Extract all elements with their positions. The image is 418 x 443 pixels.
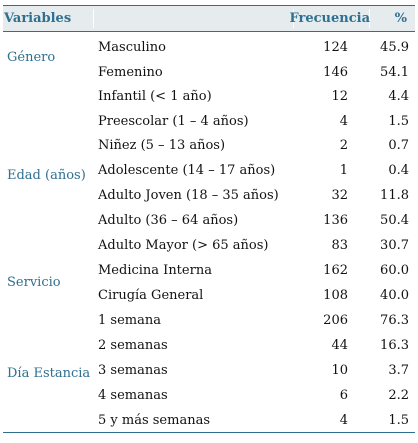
header-percent: % [394,11,407,26]
table-row: Masculino 124 45.9 [3,34,415,59]
header-separator [93,9,94,28]
table-row: Medicina Interna 162 60.0 [3,257,415,282]
row-percent: 0.7 [388,138,409,153]
table-row: Adulto Joven (18 – 35 años) 32 11.8 [3,182,415,207]
table-row: Adulto (36 – 64 años) 136 50.4 [3,207,415,232]
row-frecuencia: 4 [339,413,348,428]
table-body: Género Edad (años) Servicio Día Estancia… [3,32,415,433]
row-frecuencia: 2 [339,138,348,153]
row-label: 3 semanas [98,363,168,378]
row-percent: 4.4 [388,89,409,104]
row-frecuencia: 6 [339,388,348,403]
row-label: Cirugía General [98,288,204,303]
table-row: Cirugía General 108 40.0 [3,282,415,307]
row-frecuencia: 44 [331,338,348,353]
row-percent: 60.0 [380,263,409,278]
row-label: Adulto Joven (18 – 35 años) [98,188,279,203]
table-header: Variables Frecuencia % [3,5,415,32]
row-percent: 16.3 [380,338,409,353]
table-row: Adolescente (14 – 17 años) 1 0.4 [3,157,415,182]
row-frecuencia: 4 [339,114,348,129]
row-percent: 76.3 [380,313,409,328]
row-percent: 11.8 [380,188,409,203]
row-label: Femenino [98,65,163,80]
table-row: 5 y más semanas 4 1.5 [3,407,415,432]
row-percent: 45.9 [380,40,409,55]
row-label: Medicina Interna [98,263,212,278]
row-percent: 1.5 [388,413,409,428]
row-label: 4 semanas [98,388,168,403]
row-percent: 50.4 [380,213,409,228]
data-table: Variables Frecuencia % Género Edad (años… [3,5,415,433]
row-label: 5 y más semanas [98,413,210,428]
row-frecuencia: 12 [331,89,348,104]
header-frecuencia: Frecuencia [289,11,371,26]
table-row: Adulto Mayor (> 65 años) 83 30.7 [3,232,415,257]
row-percent: 1.5 [388,114,409,129]
table-row: 4 semanas 6 2.2 [3,382,415,407]
table-row: Preescolar (1 – 4 años) 4 1.5 [3,108,415,133]
row-frecuencia: 108 [323,288,348,303]
row-label: 1 semana [98,313,161,328]
row-frecuencia: 83 [331,238,348,253]
table-row: Infantil (< 1 año) 12 4.4 [3,83,415,108]
group-genero: Género [7,50,56,65]
row-label: 2 semanas [98,338,168,353]
group-edad: Edad (años) [7,168,86,183]
row-frecuencia: 1 [339,163,348,178]
table-row: Niñez (5 – 13 años) 2 0.7 [3,132,415,157]
row-frecuencia: 136 [323,213,348,228]
row-label: Adulto (36 – 64 años) [98,213,239,228]
row-frecuencia: 124 [323,40,348,55]
table-row: 3 semanas 10 3.7 [3,357,415,382]
row-frecuencia: 10 [331,363,348,378]
table-row: Femenino 146 54.1 [3,59,415,84]
row-frecuencia: 162 [323,263,348,278]
table-row: 1 semana 206 76.3 [3,307,415,332]
group-servicio: Servicio [7,275,61,290]
row-frecuencia: 146 [323,65,348,80]
row-percent: 40.0 [380,288,409,303]
row-frecuencia: 32 [331,188,348,203]
header-separator [293,9,294,28]
header-separator [369,9,370,28]
group-dia-estancia: Día Estancia [7,366,91,381]
row-label: Adolescente (14 – 17 años) [98,163,276,178]
row-label: Preescolar (1 – 4 años) [98,114,249,129]
table-row: 2 semanas 44 16.3 [3,332,415,357]
row-label: Adulto Mayor (> 65 años) [98,238,269,253]
row-label: Masculino [98,40,166,55]
header-variables: Variables [4,11,72,26]
row-label: Niñez (5 – 13 años) [98,138,226,153]
row-percent: 2.2 [388,388,409,403]
row-percent: 30.7 [380,238,409,253]
row-percent: 54.1 [380,65,409,80]
row-frecuencia: 206 [323,313,348,328]
row-percent: 3.7 [388,363,409,378]
row-percent: 0.4 [388,163,409,178]
row-label: Infantil (< 1 año) [98,89,212,104]
